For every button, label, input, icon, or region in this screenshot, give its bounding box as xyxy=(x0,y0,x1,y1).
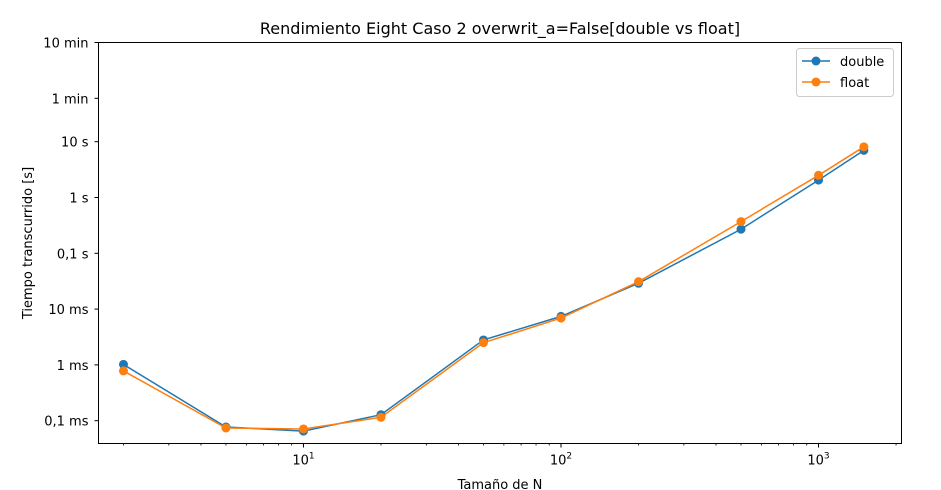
y-tick-label: 0,1 s xyxy=(57,247,89,262)
data-point-float xyxy=(118,366,128,376)
data-point-float xyxy=(736,217,746,227)
data-point-float xyxy=(298,424,308,434)
data-point-float xyxy=(634,277,644,287)
x-tick-label: 102 xyxy=(550,452,572,469)
x-axis-label: Tamaño de N xyxy=(457,478,543,490)
data-point-float xyxy=(556,313,566,323)
y-tick-label: 0,1 ms xyxy=(44,415,88,430)
plot-frame xyxy=(98,42,902,444)
x-tick-label: 101 xyxy=(292,452,314,469)
y-tick-label: 10 ms xyxy=(48,303,88,318)
legend-marker-double xyxy=(811,56,821,66)
data-point-float xyxy=(376,412,386,422)
y-tick-label: 1 min xyxy=(52,92,89,107)
data-point-float xyxy=(221,423,231,433)
y-tick-label: 1 ms xyxy=(57,359,89,374)
y-tick-label: 10 s xyxy=(61,136,89,151)
data-point-float xyxy=(814,170,824,180)
legend: double float xyxy=(796,48,894,97)
legend-marker-float xyxy=(811,77,821,87)
legend-label-double: double xyxy=(840,55,884,70)
legend-label-float: float xyxy=(840,76,869,91)
data-point-float xyxy=(478,338,488,348)
y-tick-label: 1 s xyxy=(69,192,88,207)
data-point-float xyxy=(859,142,869,152)
chart-title: Rendimiento Eight Caso 2 overwrit_a=Fals… xyxy=(260,19,740,39)
x-tick-label: 103 xyxy=(807,452,829,469)
series-line-double xyxy=(123,149,865,432)
y-tick-label: 10 min xyxy=(43,37,88,52)
y-axis-label: Tiempo transcurrido [s] xyxy=(21,167,36,320)
data-point-double xyxy=(118,359,128,369)
data-point-double xyxy=(736,224,746,234)
series-line-float xyxy=(123,146,865,430)
